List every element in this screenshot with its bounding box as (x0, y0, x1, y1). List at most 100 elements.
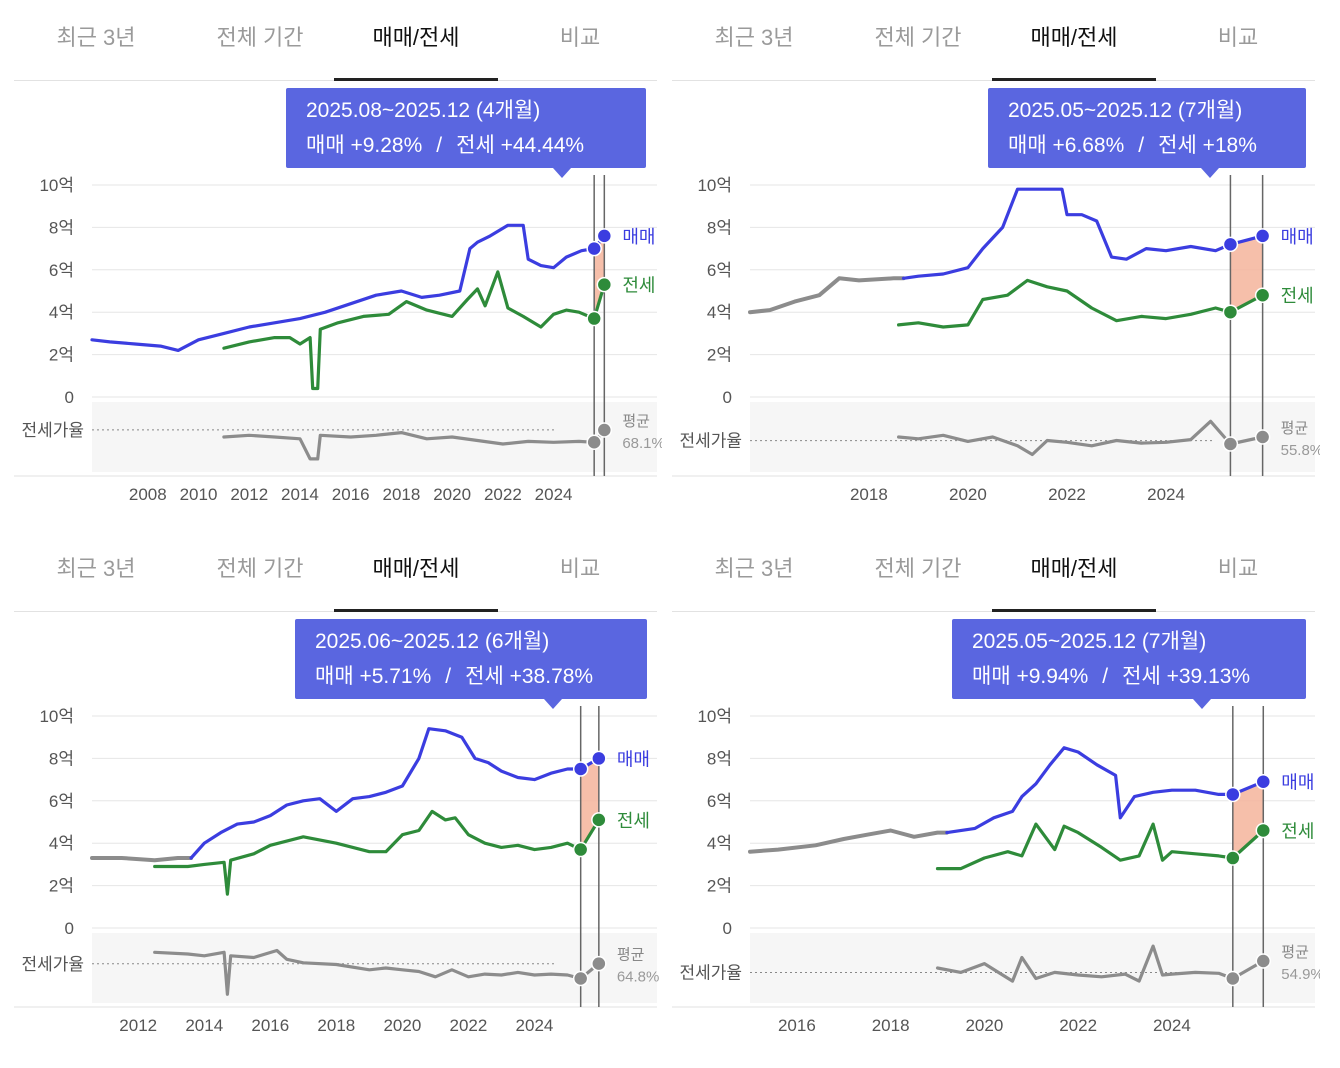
sale-start-marker (586, 240, 602, 257)
tooltip-sale-change: 매매 +5.71% (315, 665, 432, 688)
x-tick-label: 2022 (484, 485, 522, 504)
x-tick-label: 2016 (332, 485, 370, 504)
y-tick-label: 8억 (49, 218, 74, 237)
tab-sale-lease[interactable]: 매매/전세 (334, 0, 498, 81)
sale-end-marker (1254, 228, 1271, 244)
x-tick-label: 2024 (535, 485, 573, 504)
tab-compare[interactable]: 비교 (559, 25, 601, 50)
x-tick-label: 2020 (949, 485, 987, 504)
y-tick-label: 4억 (707, 303, 732, 322)
ratio-band (750, 402, 1315, 472)
x-tick-label: 2012 (230, 485, 268, 504)
sale-price-history-line (90, 856, 194, 863)
tab-all-period[interactable]: 전체 기간 (216, 25, 304, 50)
tooltip-lease-change: 전세 +39.13% (1122, 665, 1251, 688)
x-tick-label: 2018 (850, 485, 888, 504)
ratio-end-marker (1254, 429, 1271, 445)
x-tick-label: 2020 (433, 485, 471, 504)
y-tick-label: 8억 (707, 218, 732, 237)
period-tabs: 최근 3년 전체 기간 매매/전세 비교 (14, 0, 657, 81)
ratio-end-marker (1255, 953, 1272, 969)
tooltip-change: 매매 +5.71% / 전세 +38.78% (315, 659, 627, 694)
lease-ratio-line (897, 419, 1265, 457)
ratio-average-value: 54.9% (1281, 966, 1320, 983)
y-tick-label: 4억 (49, 834, 74, 853)
sale-price-line (945, 746, 1265, 835)
tab-all-period[interactable]: 전체 기간 (216, 556, 304, 581)
period-tabs: 최근 3년 전체 기간 매매/전세 비교 (672, 0, 1315, 81)
selection-fill (594, 235, 605, 319)
lease-end-marker (1254, 287, 1271, 303)
tooltip-sale-change: 매매 +9.94% (972, 665, 1089, 688)
tab-all-period[interactable]: 전체 기간 (874, 25, 962, 50)
x-tick-label: 2014 (185, 1016, 223, 1035)
range-tooltip: 2025.05~2025.12 (7개월) 매매 +9.94% / 전세 +39.13… (952, 619, 1306, 709)
price-chart: 10억 8억 6억 4억 2억 0 2016 2018 2020 2022 2024 전세가율 매매전세… (672, 706, 1320, 1035)
sale-end-marker (596, 228, 613, 244)
ratio-end-marker (596, 422, 613, 438)
x-tick-label: 2022 (1048, 485, 1086, 504)
sale-end-marker (591, 750, 607, 767)
tab-compare[interactable]: 비교 (1217, 25, 1259, 50)
y-tick-label: 8억 (707, 749, 732, 768)
tooltip-separator: / (1102, 665, 1109, 688)
y-tick-label: 2억 (707, 346, 732, 365)
lease-price-line (153, 809, 601, 896)
lease-series-label: 전세 (1281, 821, 1314, 841)
tab-all-period[interactable]: 전체 기간 (874, 556, 962, 581)
tab-sale-lease[interactable]: 매매/전세 (992, 0, 1156, 81)
tooltip-separator: / (445, 665, 452, 688)
x-tick-label: 2018 (317, 1016, 355, 1035)
x-tick-label: 2022 (1059, 1016, 1097, 1035)
ratio-axis-label: 전세가율 (21, 421, 84, 440)
x-tick-label: 2020 (965, 1016, 1003, 1035)
tooltip-change: 매매 +9.94% / 전세 +39.13% (972, 659, 1286, 694)
tooltip-separator: / (436, 134, 443, 157)
tooltip-change: 매매 +6.68% / 전세 +18% (1008, 128, 1286, 163)
y-tick-label: 6억 (707, 261, 732, 280)
x-tick-label: 2016 (251, 1016, 289, 1035)
lease-end-marker (591, 812, 607, 828)
chart-panel-2: 최근 3년 전체 기간 매매/전세 비교 10억 8억 6억 4억 2억 0 2018 2020 202… (660, 0, 1320, 534)
y-tick-label: 4억 (707, 834, 732, 853)
lease-ratio-line (935, 944, 1265, 983)
y-tick-label: 0 (65, 919, 74, 938)
y-tick-label: 2억 (707, 877, 732, 896)
tooltip-period: 2025.08~2025.12 (4개월) (306, 99, 541, 122)
tab-compare[interactable]: 비교 (559, 556, 601, 581)
y-tick-label: 0 (723, 388, 732, 407)
y-tick-label: 6억 (707, 792, 732, 811)
chart-panel-4: 최근 3년 전체 기간 매매/전세 비교 10억 8억 6억 4억 2억 0 2016 2018 202… (660, 531, 1320, 1065)
selection-fill (1232, 781, 1264, 859)
x-tick-label: 2018 (383, 485, 421, 504)
price-chart: 10억 8억 6억 4억 2억 0 2008 2010 2012 2014 2016 2018 2020… (14, 175, 662, 504)
x-tick-label: 2024 (1147, 485, 1185, 504)
y-tick-label: 10억 (697, 176, 732, 195)
tooltip-lease-change: 전세 +38.78% (465, 665, 594, 688)
tab-sale-lease[interactable]: 매매/전세 (334, 531, 498, 612)
x-tick-label: 2018 (872, 1016, 910, 1035)
tab-recent-3y[interactable]: 최근 3년 (56, 556, 136, 581)
y-tick-label: 4억 (49, 303, 74, 322)
ratio-end-marker (591, 955, 607, 972)
tab-recent-3y[interactable]: 최근 3년 (714, 556, 794, 581)
sale-series-label: 매매 (622, 227, 655, 247)
tooltip-change: 매매 +9.28% / 전세 +44.44% (306, 128, 626, 163)
y-tick-label: 10억 (39, 707, 74, 726)
sale-start-marker (572, 761, 589, 777)
tab-sale-lease[interactable]: 매매/전세 (992, 531, 1156, 612)
lease-series-label: 전세 (622, 276, 655, 296)
tab-recent-3y[interactable]: 최근 3년 (714, 25, 794, 50)
ratio-average-label: 평균 (622, 413, 650, 430)
x-tick-label: 2012 (119, 1016, 157, 1035)
ratio-axis-label: 전세가율 (21, 955, 84, 974)
tooltip-period: 2025.05~2025.12 (7개월) (1008, 99, 1243, 122)
tab-recent-3y[interactable]: 최근 3년 (56, 25, 136, 50)
selection-fill (1230, 235, 1263, 313)
ratio-band (750, 933, 1315, 1003)
tooltip-sale-change: 매매 +6.68% (1008, 134, 1125, 157)
y-tick-label: 10억 (39, 176, 74, 195)
sale-series-label: 매매 (1281, 227, 1314, 247)
tab-compare[interactable]: 비교 (1217, 556, 1259, 581)
ratio-average-label: 평균 (617, 947, 645, 964)
